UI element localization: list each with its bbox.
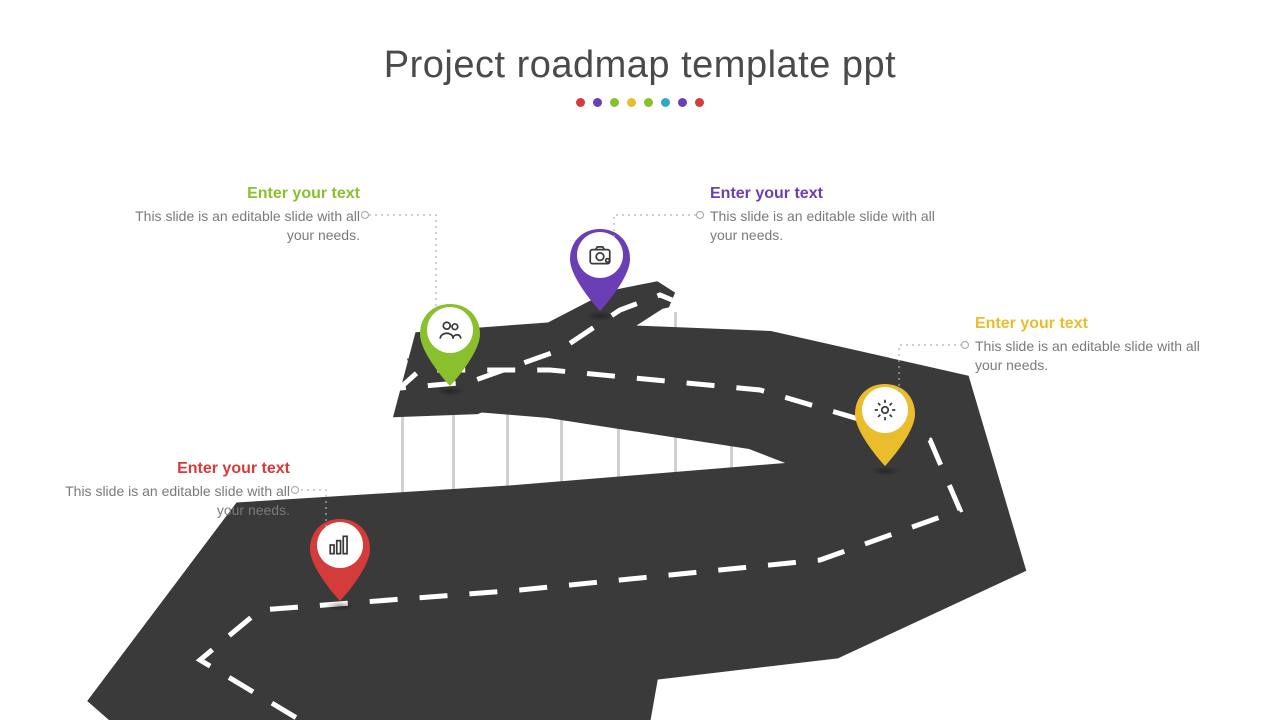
callout-m3: Enter your text This slide is an editable… bbox=[710, 185, 940, 245]
road-pillar bbox=[560, 326, 563, 590]
map-pin-m3 bbox=[564, 225, 636, 315]
callout-body: This slide is an editable slide with all… bbox=[60, 482, 290, 520]
camera-icon bbox=[577, 232, 623, 278]
road-pillar bbox=[674, 312, 677, 576]
callout-body: This slide is an editable slide with all… bbox=[130, 207, 360, 245]
connector-m1 bbox=[295, 490, 326, 527]
connector-m3 bbox=[614, 215, 700, 237]
callout-m1: Enter your text This slide is an editable… bbox=[60, 460, 290, 520]
title-decor-dots bbox=[0, 98, 1280, 107]
road-pillar bbox=[401, 400, 404, 600]
road-pillar bbox=[506, 360, 509, 594]
connector-m4 bbox=[899, 345, 965, 392]
bar-chart-icon bbox=[317, 522, 363, 568]
callout-m2: Enter your text This slide is an editable… bbox=[130, 185, 360, 245]
decor-dot bbox=[627, 98, 636, 107]
callout-heading: Enter your text bbox=[710, 185, 940, 203]
decor-dot bbox=[644, 98, 653, 107]
callout-heading: Enter your text bbox=[130, 185, 360, 203]
road-pillar bbox=[843, 394, 846, 530]
callout-heading: Enter your text bbox=[60, 460, 290, 478]
decor-dot bbox=[593, 98, 602, 107]
road-pillar bbox=[898, 414, 901, 510]
callout-body: This slide is an editable slide with all… bbox=[975, 337, 1205, 375]
connector-end-m4 bbox=[962, 342, 969, 349]
decor-dot bbox=[695, 98, 704, 107]
road-pillar bbox=[786, 367, 789, 548]
connector-m2 bbox=[365, 215, 436, 312]
road-pillar bbox=[730, 337, 733, 564]
road-pillar bbox=[452, 384, 455, 596]
connector-end-m3 bbox=[697, 212, 704, 219]
decor-dot bbox=[576, 98, 585, 107]
road-pillar bbox=[617, 306, 620, 584]
connector-end-m2 bbox=[362, 212, 369, 219]
callout-m4: Enter your text This slide is an editable… bbox=[975, 315, 1205, 375]
slide-title: Project roadmap template ppt bbox=[0, 44, 1280, 87]
gear-icon bbox=[862, 387, 908, 433]
map-pin-m1 bbox=[304, 515, 376, 605]
decor-dot bbox=[610, 98, 619, 107]
connector-end-m1 bbox=[292, 487, 299, 494]
map-pin-m4 bbox=[849, 380, 921, 470]
callout-heading: Enter your text bbox=[975, 315, 1205, 333]
decor-dot bbox=[678, 98, 687, 107]
decor-dot bbox=[661, 98, 670, 107]
users-icon bbox=[427, 307, 473, 353]
callout-body: This slide is an editable slide with all… bbox=[710, 207, 940, 245]
map-pin-m2 bbox=[414, 300, 486, 390]
